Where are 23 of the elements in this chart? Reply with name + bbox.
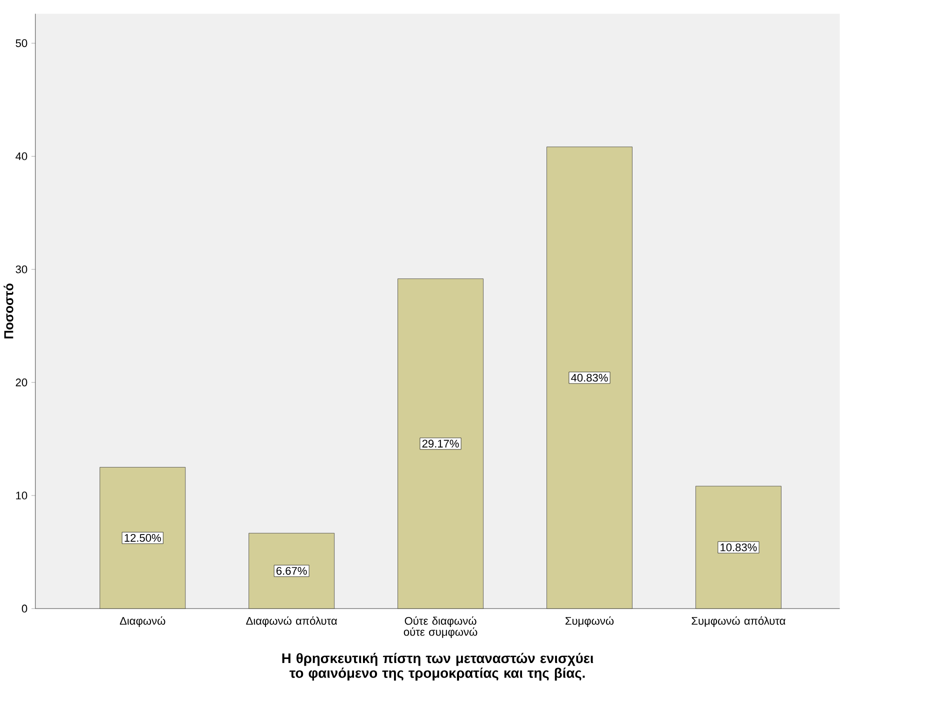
bar	[100, 467, 186, 609]
x-tick-label: Διαφωνώ	[120, 616, 166, 628]
x-axis-title: Η θρησκευτική πίστη των μεταναστών ενισχύει το φαινόμενο της τρομοκρατίας και της βίας.	[282, 653, 594, 681]
y-tick-label: 10	[16, 492, 28, 500]
y-tick-label: 30	[16, 266, 28, 274]
data-label: 12.50%	[124, 534, 161, 542]
y-axis-title: Ποσοστό	[4, 284, 14, 339]
data-label: 29.17%	[422, 440, 459, 448]
bar	[696, 486, 782, 609]
x-tick-label: Συμφωνώ	[566, 616, 614, 628]
x-tick-label: Συμφωνώ απόλυτα	[692, 616, 786, 628]
x-tick-label: Ούτε διαφωνώ ούτε συμφωνώ	[404, 616, 478, 638]
data-label: 6.67%	[276, 567, 307, 575]
bar	[248, 533, 335, 609]
y-tick-label: 0	[22, 604, 28, 613]
x-tick-label: Διαφωνώ απόλυτα	[246, 616, 338, 628]
y-tick-label: 50	[16, 39, 28, 48]
y-tick-label: 20	[16, 378, 28, 386]
data-label: 40.83%	[571, 374, 608, 382]
data-label: 10.83%	[720, 544, 757, 552]
bar	[398, 278, 484, 609]
y-tick-label: 40	[16, 152, 28, 160]
bar	[546, 146, 632, 609]
